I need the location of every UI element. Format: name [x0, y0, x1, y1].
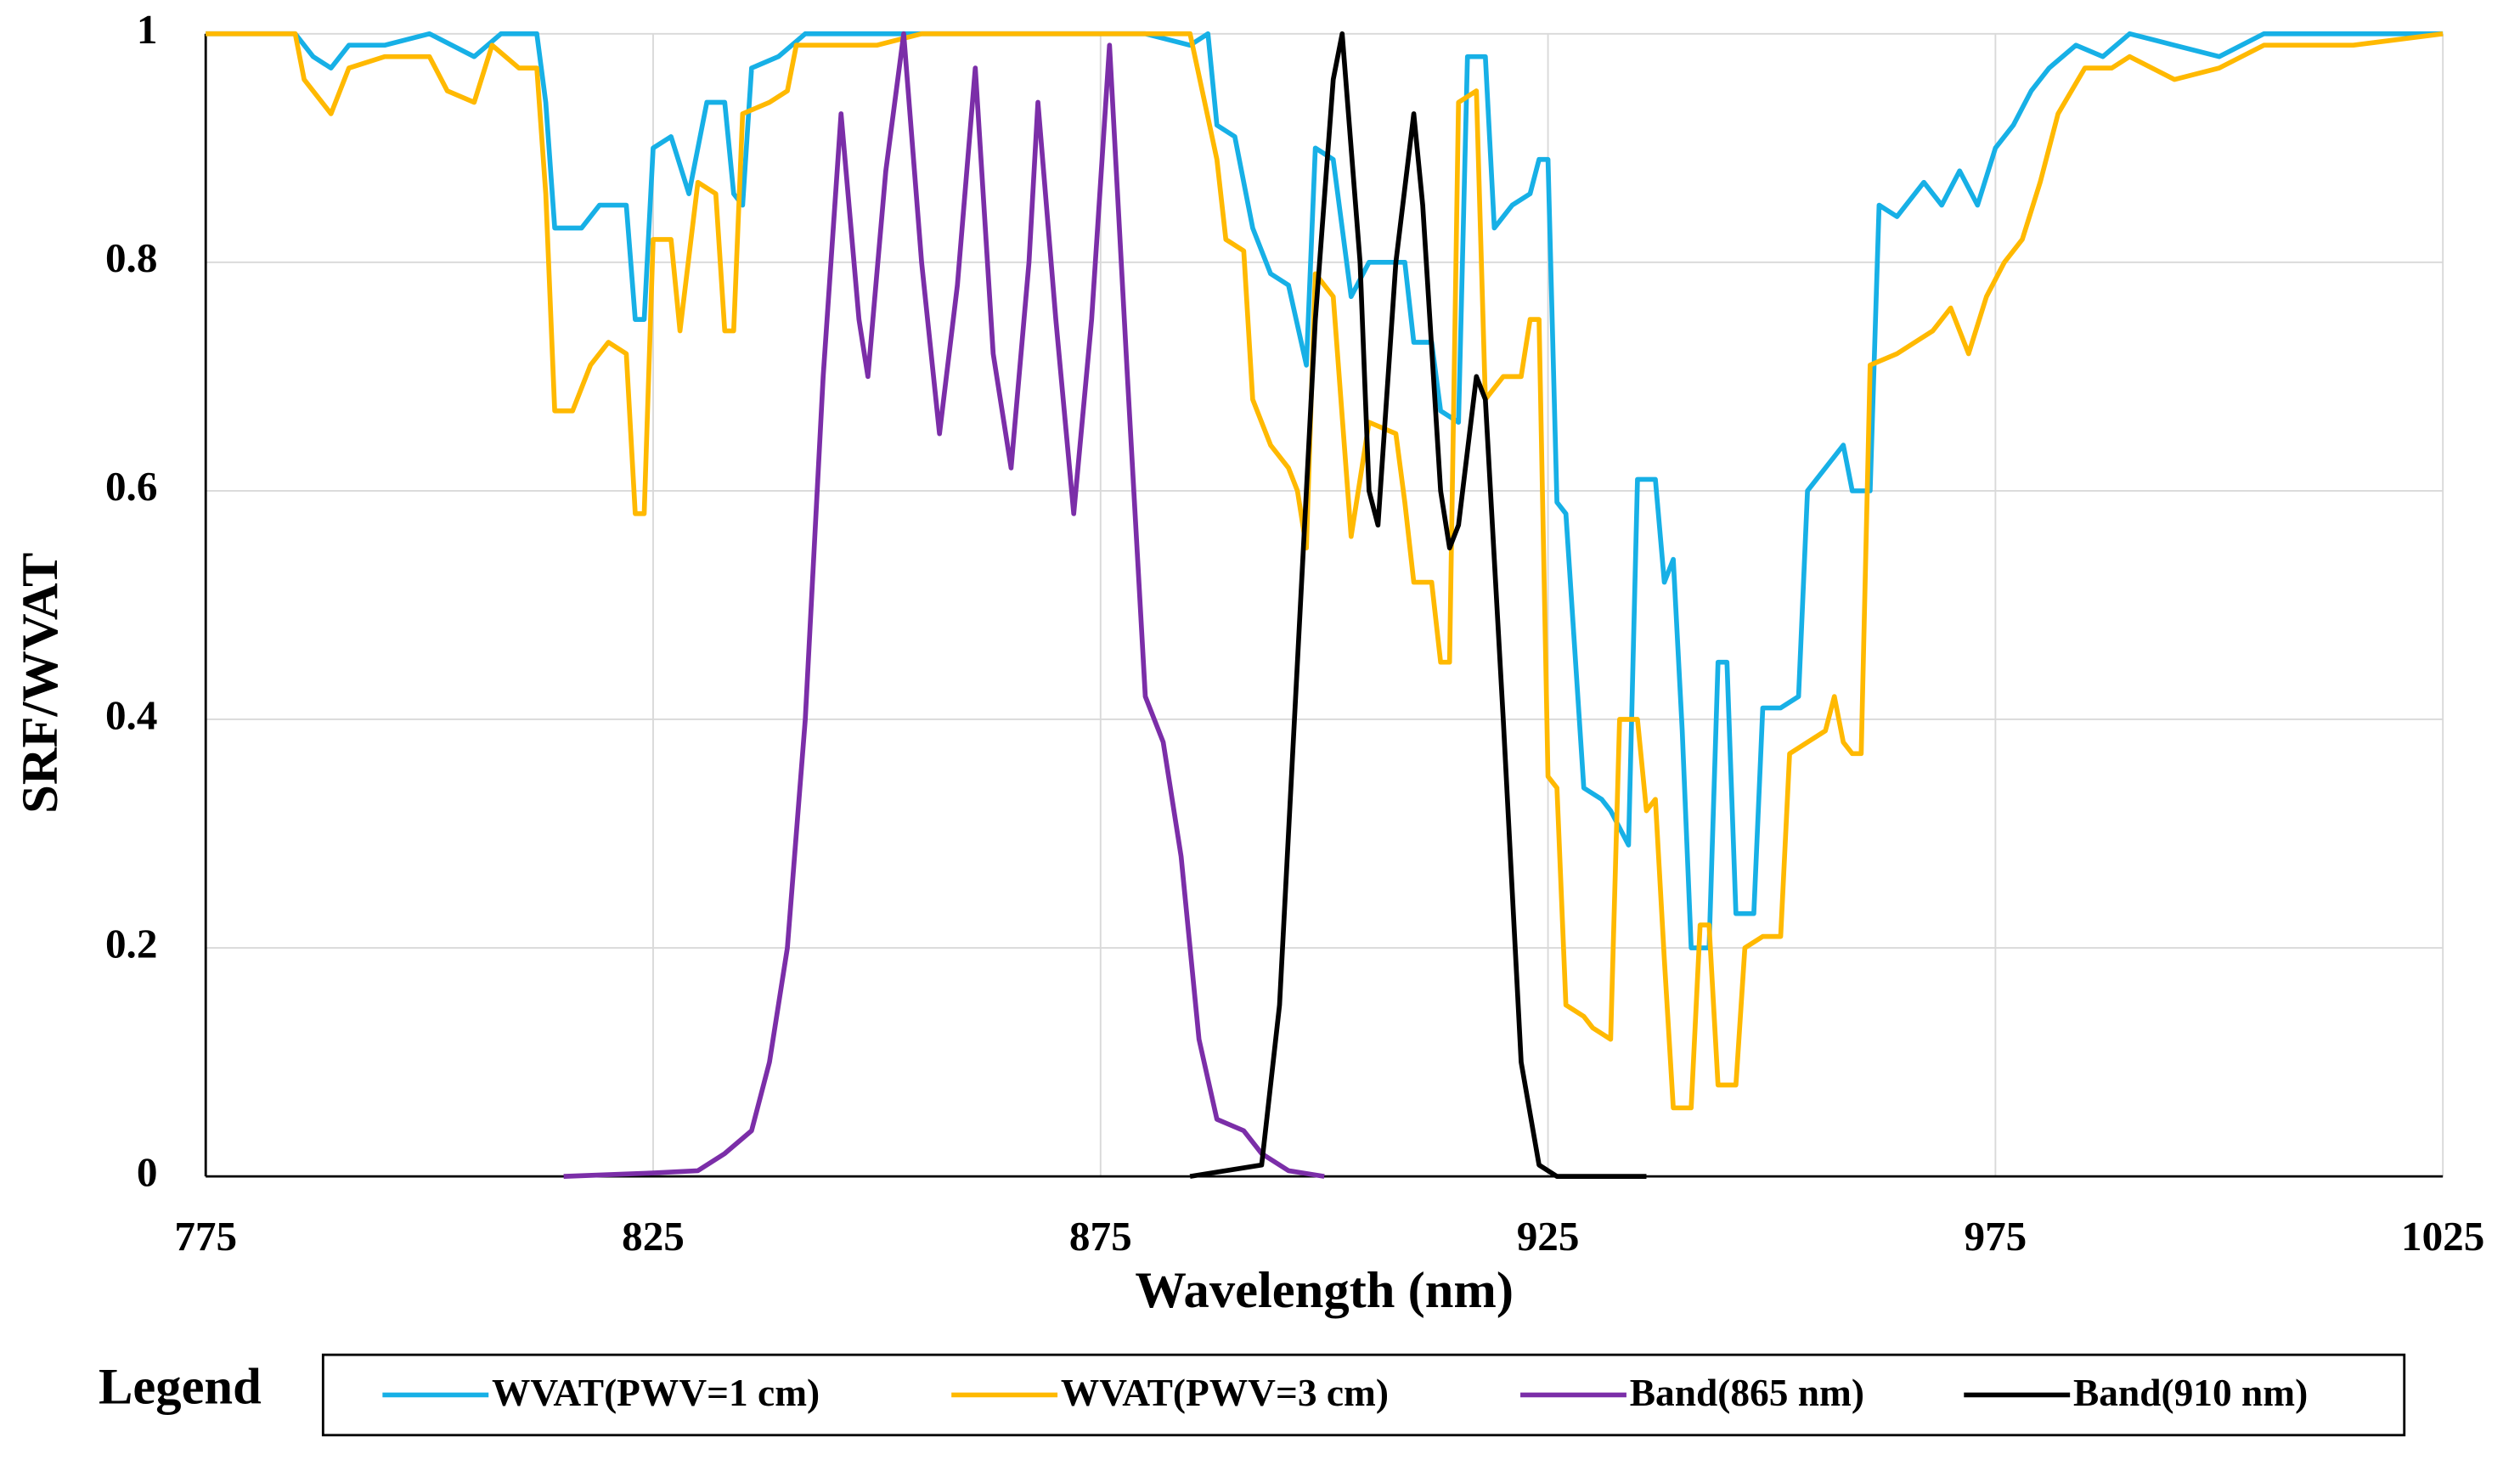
x-tick-label: 875: [1069, 1213, 1132, 1260]
legend-label: Band(910 nm): [2073, 1372, 2308, 1414]
series-line: [206, 31, 2444, 1111]
legend-label: WVAT(PWV=3 cm): [1061, 1372, 1389, 1414]
y-tick-label: 0: [137, 1148, 158, 1195]
series-line: [563, 31, 1325, 1179]
x-tick-label: 775: [174, 1213, 237, 1260]
x-axis-title: Wavelength (nm): [1135, 1262, 1514, 1319]
y-tick-label: 1: [137, 6, 158, 53]
x-tick-label: 825: [622, 1213, 685, 1260]
y-tick-label: 0.8: [105, 234, 157, 281]
legend-label: WVAT(PWV=1 cm): [492, 1372, 820, 1414]
legend-box: [321, 1353, 2406, 1437]
series-line: [206, 31, 2444, 950]
y-axis-title: SRF/WVAT: [12, 553, 69, 814]
x-tick-label: 975: [1964, 1213, 2027, 1260]
x-tick-label: 925: [1517, 1213, 1580, 1260]
legend-title: Legend: [99, 1359, 262, 1416]
x-tick-label: 1025: [2401, 1213, 2484, 1260]
y-tick-label: 0.6: [105, 463, 157, 510]
y-tick-label: 0.2: [105, 920, 157, 967]
y-tick-label: 0.4: [105, 691, 157, 738]
series-line: [1189, 31, 1647, 1179]
legend-label: Band(865 nm): [1630, 1372, 1864, 1414]
